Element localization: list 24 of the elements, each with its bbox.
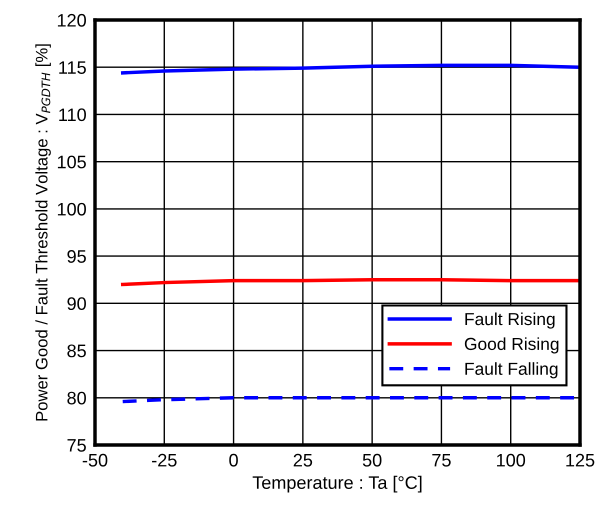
y-tick-label: 100 xyxy=(58,202,86,216)
y-tick-label: 95 xyxy=(67,250,86,263)
y-axis-title: Power Good / Fault Threshold Voltage : V$_{PGDTH}$ [%] xyxy=(35,44,51,421)
y-tick-label: 80 xyxy=(67,392,86,404)
y-tick-label: 115 xyxy=(59,61,86,74)
x-axis-title: Temperature : Ta [°C] xyxy=(252,476,422,493)
y-tick-label: 85 xyxy=(67,344,86,358)
legend-label: Fault Falling xyxy=(465,362,558,378)
y-tick-label: 120 xyxy=(58,14,86,27)
legend-label: Good Rising xyxy=(464,337,558,354)
x-tick-label: 125 xyxy=(566,454,594,467)
legend-label: Fault Rising xyxy=(465,312,555,329)
y-tick-label: 110 xyxy=(59,108,86,122)
x-tick-label: 25 xyxy=(294,454,312,467)
x-tick-label: 50 xyxy=(362,454,382,467)
x-tick-label: -25 xyxy=(152,454,177,467)
y-tick-label: 90 xyxy=(67,297,86,310)
x-tick-label: 75 xyxy=(432,454,451,467)
y-tick-label: 105 xyxy=(58,156,86,168)
x-tick-label: 0 xyxy=(229,454,238,467)
y-tick-label: 75 xyxy=(68,439,86,452)
x-tick-label: -50 xyxy=(82,454,108,467)
x-tick-label: 100 xyxy=(497,454,526,467)
line-series xyxy=(120,64,580,75)
